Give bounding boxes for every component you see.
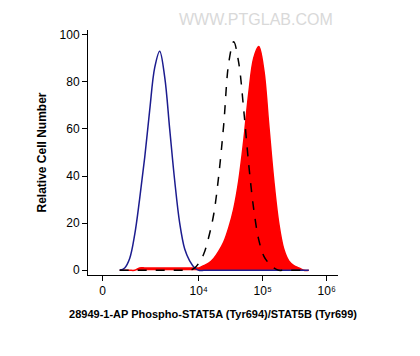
svg-text:20: 20	[66, 216, 80, 230]
svg-text:Relative Cell Number: Relative Cell Number	[35, 92, 49, 212]
svg-text:0: 0	[73, 263, 80, 277]
svg-text:80: 80	[66, 75, 80, 89]
svg-text:40: 40	[66, 169, 80, 183]
svg-text:60: 60	[66, 122, 80, 136]
svg-text:28949-1-AP Phospho-STAT5A (Tyr: 28949-1-AP Phospho-STAT5A (Tyr694)/STAT5…	[69, 308, 357, 320]
svg-text:100: 100	[60, 28, 80, 42]
svg-text:10⁴: 10⁴	[189, 284, 208, 298]
svg-text:10⁶: 10⁶	[318, 284, 336, 298]
svg-text:10⁵: 10⁵	[254, 284, 272, 298]
svg-text:0: 0	[99, 284, 106, 298]
svg-text:WWW.PTGLAB.COM: WWW.PTGLAB.COM	[179, 11, 333, 28]
